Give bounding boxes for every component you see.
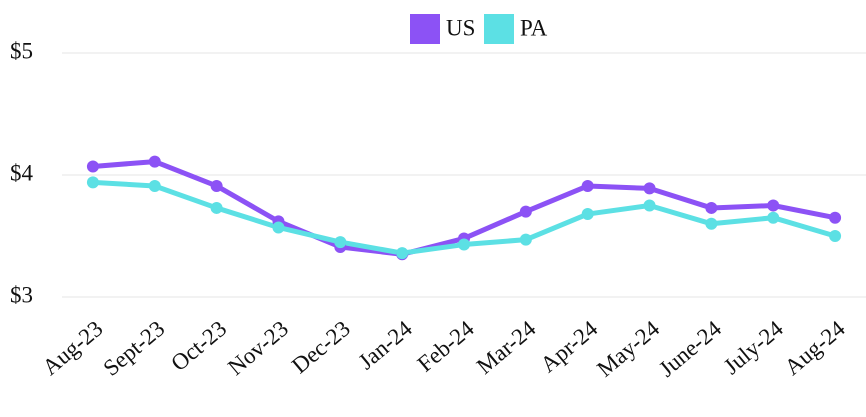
data-point <box>581 179 594 192</box>
y-tick-label: $5 <box>10 38 33 63</box>
legend-label: PA <box>520 15 548 40</box>
x-tick-label: Apr-24 <box>536 315 603 377</box>
data-point <box>581 208 594 221</box>
data-point <box>210 201 223 214</box>
legend-label: US <box>446 15 475 40</box>
x-tick-label: July-24 <box>719 315 788 379</box>
data-point <box>767 199 780 212</box>
data-point <box>705 217 718 230</box>
x-tick-label: Dec-23 <box>287 316 355 379</box>
x-tick-label: Aug-23 <box>38 316 108 380</box>
data-point <box>767 211 780 224</box>
x-tick-label: May-24 <box>592 315 664 381</box>
x-tick-label: Sept-23 <box>98 316 169 381</box>
data-point <box>519 233 532 246</box>
data-point <box>396 247 409 260</box>
x-tick-label: Aug-24 <box>780 315 850 380</box>
x-tick-label: Feb-24 <box>413 315 479 376</box>
data-point <box>334 236 347 249</box>
data-point <box>705 201 718 214</box>
y-tick-label: $4 <box>10 160 34 185</box>
data-point <box>210 179 223 192</box>
data-point <box>519 205 532 218</box>
data-point <box>148 179 161 192</box>
data-point <box>829 230 842 242</box>
data-point <box>86 160 99 173</box>
data-point <box>272 221 285 234</box>
x-tick-label: Jan-24 <box>354 315 417 374</box>
data-point <box>148 155 161 168</box>
data-point <box>458 238 470 251</box>
legend-swatch <box>410 14 440 44</box>
x-tick-label: Nov-23 <box>223 316 293 380</box>
x-tick-label: June-24 <box>654 315 726 381</box>
legend-swatch <box>484 14 514 44</box>
y-tick-label: $3 <box>10 282 33 307</box>
data-point <box>643 182 656 195</box>
data-point <box>86 176 99 189</box>
data-point <box>829 211 842 224</box>
x-tick-label: Mar-24 <box>472 315 541 379</box>
data-point <box>643 199 656 212</box>
x-tick-label: Oct-23 <box>166 316 231 376</box>
